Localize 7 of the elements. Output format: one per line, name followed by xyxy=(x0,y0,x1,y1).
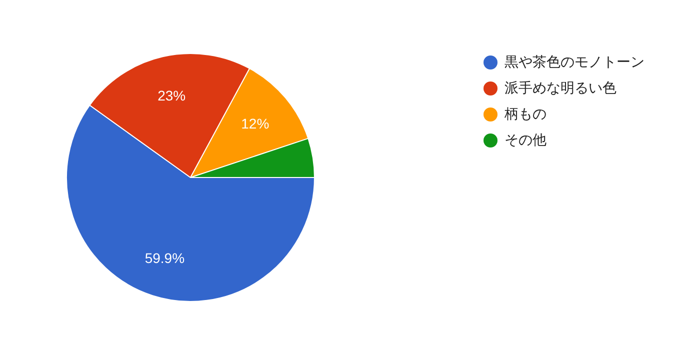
data-label: 12% xyxy=(241,115,270,132)
legend-label: 柄もの xyxy=(504,106,546,122)
data-label: 23% xyxy=(158,87,186,104)
legend-label: 派手めな明るい色 xyxy=(504,80,616,96)
legend-label: その他 xyxy=(504,132,546,148)
legend-label: 黒や茶色のモノトーン xyxy=(504,54,644,70)
data-label: 59.9% xyxy=(144,250,185,266)
